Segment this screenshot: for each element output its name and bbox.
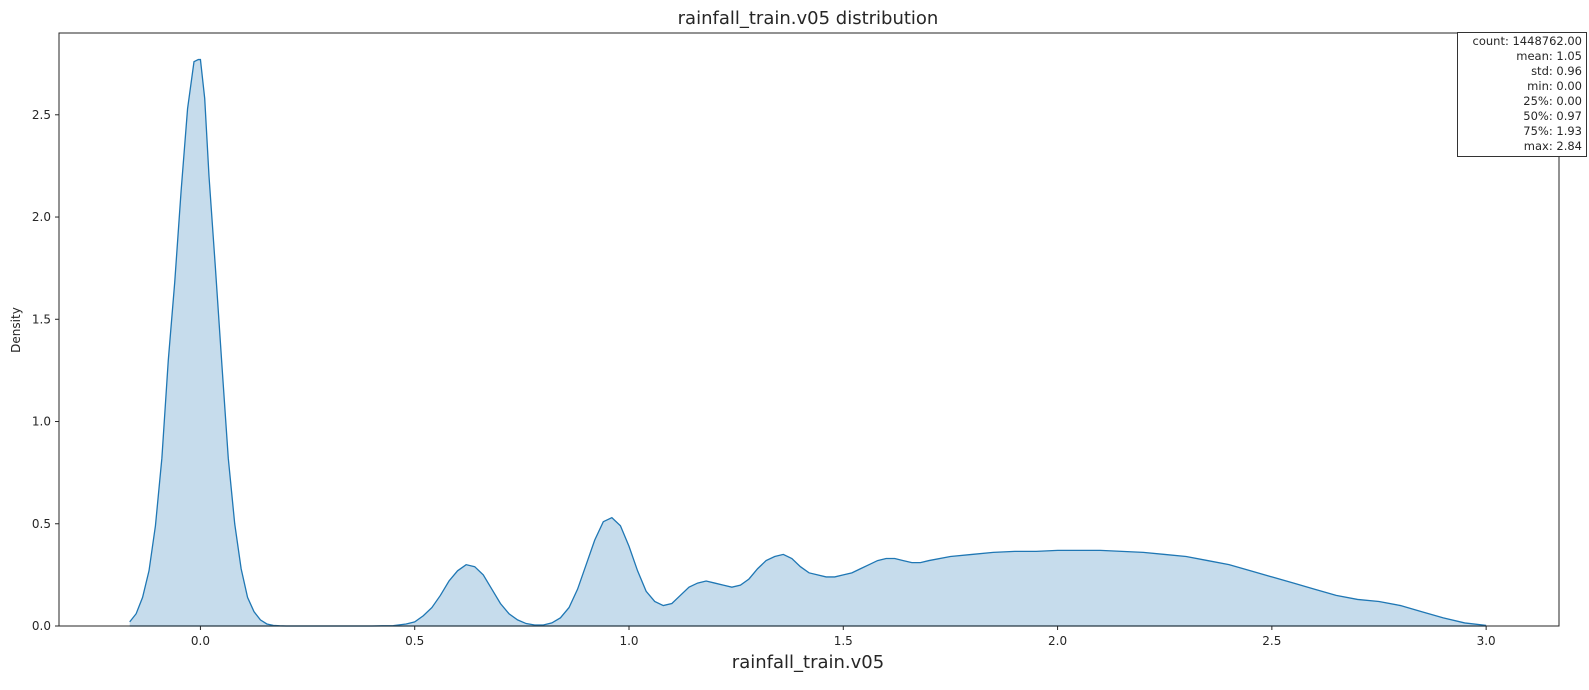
y-tick-label: 2.0 bbox=[32, 210, 51, 224]
stat-75pct: 75%: 1.93 bbox=[1523, 124, 1582, 138]
density-fill bbox=[129, 59, 1487, 626]
x-tick-label: 2.0 bbox=[1048, 634, 1067, 648]
plot-frame bbox=[58, 32, 1560, 627]
y-tick-label: 2.5 bbox=[32, 108, 51, 122]
x-tick-label: 1.5 bbox=[834, 634, 853, 648]
stat-std: std: 0.96 bbox=[1531, 64, 1582, 78]
stat-25pct: 25%: 0.00 bbox=[1523, 94, 1582, 108]
x-tick-label: 0.0 bbox=[191, 634, 210, 648]
stat-count: count: 1448762.00 bbox=[1472, 34, 1582, 48]
y-axis: 0.0 0.5 1.0 1.5 2.0 2.5 bbox=[32, 108, 59, 633]
y-tick-label: 1.0 bbox=[32, 415, 51, 429]
y-tick-label: 1.5 bbox=[32, 312, 51, 326]
x-axis-label: rainfall_train.v05 bbox=[732, 652, 884, 673]
y-tick-label: 0.5 bbox=[32, 517, 51, 531]
x-tick-label: 0.5 bbox=[405, 634, 424, 648]
y-tick-label: 0.0 bbox=[32, 619, 51, 633]
chart-title: rainfall_train.v05 distribution bbox=[678, 8, 939, 29]
y-axis-label: Density bbox=[9, 307, 23, 353]
summary-stats-box: count: 1448762.00 mean: 1.05 std: 0.96 m… bbox=[1457, 32, 1587, 157]
plot-area bbox=[129, 58, 1487, 627]
x-tick-label: 2.5 bbox=[1262, 634, 1281, 648]
stat-max: max: 2.84 bbox=[1523, 139, 1582, 153]
x-axis: 0.0 0.5 1.0 1.5 2.0 2.5 3.0 bbox=[191, 626, 1496, 648]
density-line bbox=[129, 58, 1487, 627]
stat-50pct: 50%: 0.97 bbox=[1523, 109, 1582, 123]
stat-min: min: 0.00 bbox=[1527, 79, 1582, 93]
x-tick-label: 3.0 bbox=[1477, 634, 1496, 648]
stat-mean: mean: 1.05 bbox=[1516, 49, 1582, 63]
x-tick-label: 1.0 bbox=[619, 634, 638, 648]
